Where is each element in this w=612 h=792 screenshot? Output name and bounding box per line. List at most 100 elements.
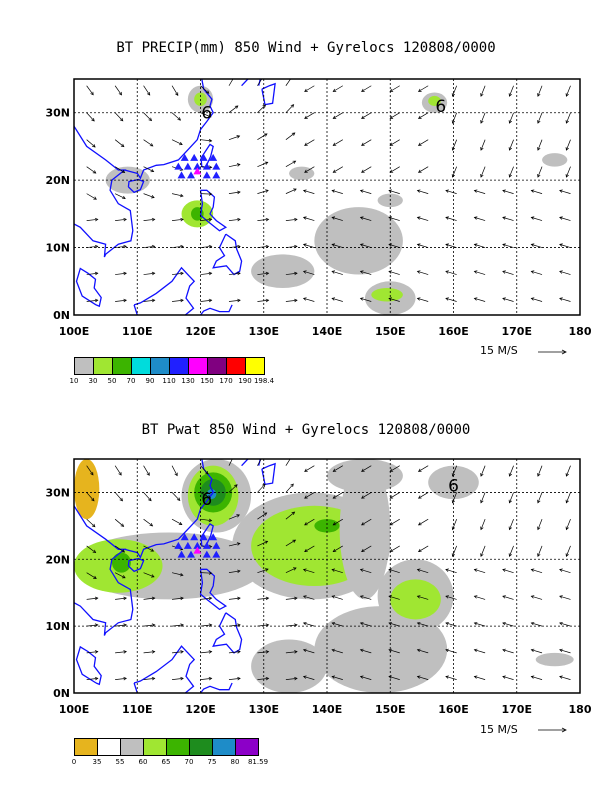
wind-vector-head	[91, 523, 96, 528]
wind-vector	[171, 492, 181, 501]
coastline	[199, 682, 233, 693]
wind-vector-head	[294, 623, 298, 627]
wind-vector	[114, 492, 123, 502]
wind-vector	[228, 272, 241, 275]
wind-vector	[333, 545, 343, 552]
wind-vector-head	[236, 163, 241, 167]
wind-vector	[388, 190, 400, 194]
wind-vector-head	[530, 595, 535, 599]
wind-vector-head	[480, 120, 484, 124]
wind-vector	[114, 166, 125, 173]
wind-vector-head	[502, 216, 506, 220]
wind-vector	[418, 166, 429, 173]
wind-vector-head	[264, 161, 269, 165]
station-triangle	[209, 533, 218, 541]
wind-vector-head	[389, 522, 394, 526]
wind-vector	[389, 465, 400, 472]
wind-vector	[566, 112, 571, 124]
wind-vector-head	[331, 297, 336, 301]
wind-vector	[86, 85, 94, 96]
wind-vector-head	[94, 244, 99, 249]
x-tick-label: 120E	[185, 703, 215, 716]
wind-vector	[445, 217, 457, 221]
wind-vector-head	[445, 621, 449, 626]
wind-vector-head	[508, 526, 512, 531]
colorbar-swatch	[74, 738, 98, 756]
wind-vector	[360, 190, 372, 194]
wind-vector-head	[304, 88, 308, 92]
wind-vector	[361, 465, 372, 472]
wind-vector	[114, 112, 124, 122]
wind-vector-head	[150, 548, 155, 552]
wind-vector	[502, 569, 514, 573]
wind-vector	[531, 297, 543, 302]
wind-vector	[86, 112, 95, 122]
wind-vector-head	[236, 135, 241, 139]
wind-vector-head	[294, 244, 298, 249]
wind-vector-head	[92, 170, 97, 174]
wind-vector	[304, 492, 315, 499]
colorbar-swatch	[245, 357, 265, 375]
wind-vector	[200, 518, 212, 522]
wind-vector-head	[530, 270, 535, 274]
y-tick-label: 0N	[53, 309, 70, 322]
wind-vector-head	[331, 621, 336, 626]
wind-vector-head	[530, 621, 535, 626]
wind-vector-head	[291, 132, 296, 136]
y-tick-label: 30N	[45, 486, 70, 499]
colorbar-label: 81.59	[247, 758, 269, 766]
wind-vector-head	[208, 676, 213, 681]
colorbar-label: 80	[230, 758, 240, 766]
wind-vector	[388, 676, 400, 680]
wind-vector	[228, 191, 241, 194]
wind-vector	[502, 270, 514, 275]
wind-vector	[200, 651, 212, 654]
wind-vector	[143, 597, 155, 600]
wind-vector-head	[417, 522, 422, 526]
wind-vector-head	[537, 120, 541, 124]
wind-vector	[537, 112, 543, 124]
wind-vector	[304, 545, 315, 552]
wind-vector-head	[565, 553, 569, 557]
wind-vector	[480, 139, 486, 151]
station-triangle	[202, 550, 211, 558]
wind-vector	[474, 297, 486, 302]
wind-vector-head	[473, 675, 478, 679]
wind-vector	[86, 624, 98, 627]
wind-vector	[531, 569, 543, 573]
chart-title-precip: BT PRECIP(mm) 850 Wind + Gyrelocs 120808…	[116, 40, 496, 56]
colorbar-label: 70	[126, 377, 136, 385]
shaded-region	[251, 254, 315, 289]
wind-vector-head	[473, 243, 478, 247]
wind-vector	[389, 85, 400, 92]
wind-vector	[143, 545, 154, 552]
wind-vector-head	[417, 495, 422, 499]
wind-vector	[480, 112, 486, 124]
wind-vector	[360, 649, 372, 654]
wind-vector-head	[302, 297, 307, 301]
wind-vector	[531, 622, 543, 627]
wind-vector-head	[417, 548, 422, 553]
wind-vector-head	[508, 473, 512, 477]
wind-vector-head	[304, 548, 308, 553]
wind-vector	[474, 244, 486, 248]
wind-vector-head	[417, 169, 422, 173]
shaded-region	[289, 166, 315, 181]
wind-vector	[200, 112, 212, 118]
x-tick-label: 170E	[502, 325, 532, 338]
station-triangle	[190, 533, 199, 541]
wind-vector-head	[508, 120, 512, 124]
wind-vector-head	[304, 169, 308, 173]
wind-vector	[143, 245, 155, 248]
wind-vector	[86, 518, 96, 528]
wind-vector-head	[530, 648, 535, 653]
wind-vector-head	[445, 270, 449, 274]
wind-vector	[257, 677, 269, 680]
x-tick-label: 140E	[312, 325, 342, 338]
wind-vector-head	[237, 569, 241, 574]
wind-vector	[361, 85, 372, 92]
wind-vector	[509, 492, 514, 503]
wind-vector-head	[208, 571, 213, 575]
wind-vector	[200, 677, 212, 680]
